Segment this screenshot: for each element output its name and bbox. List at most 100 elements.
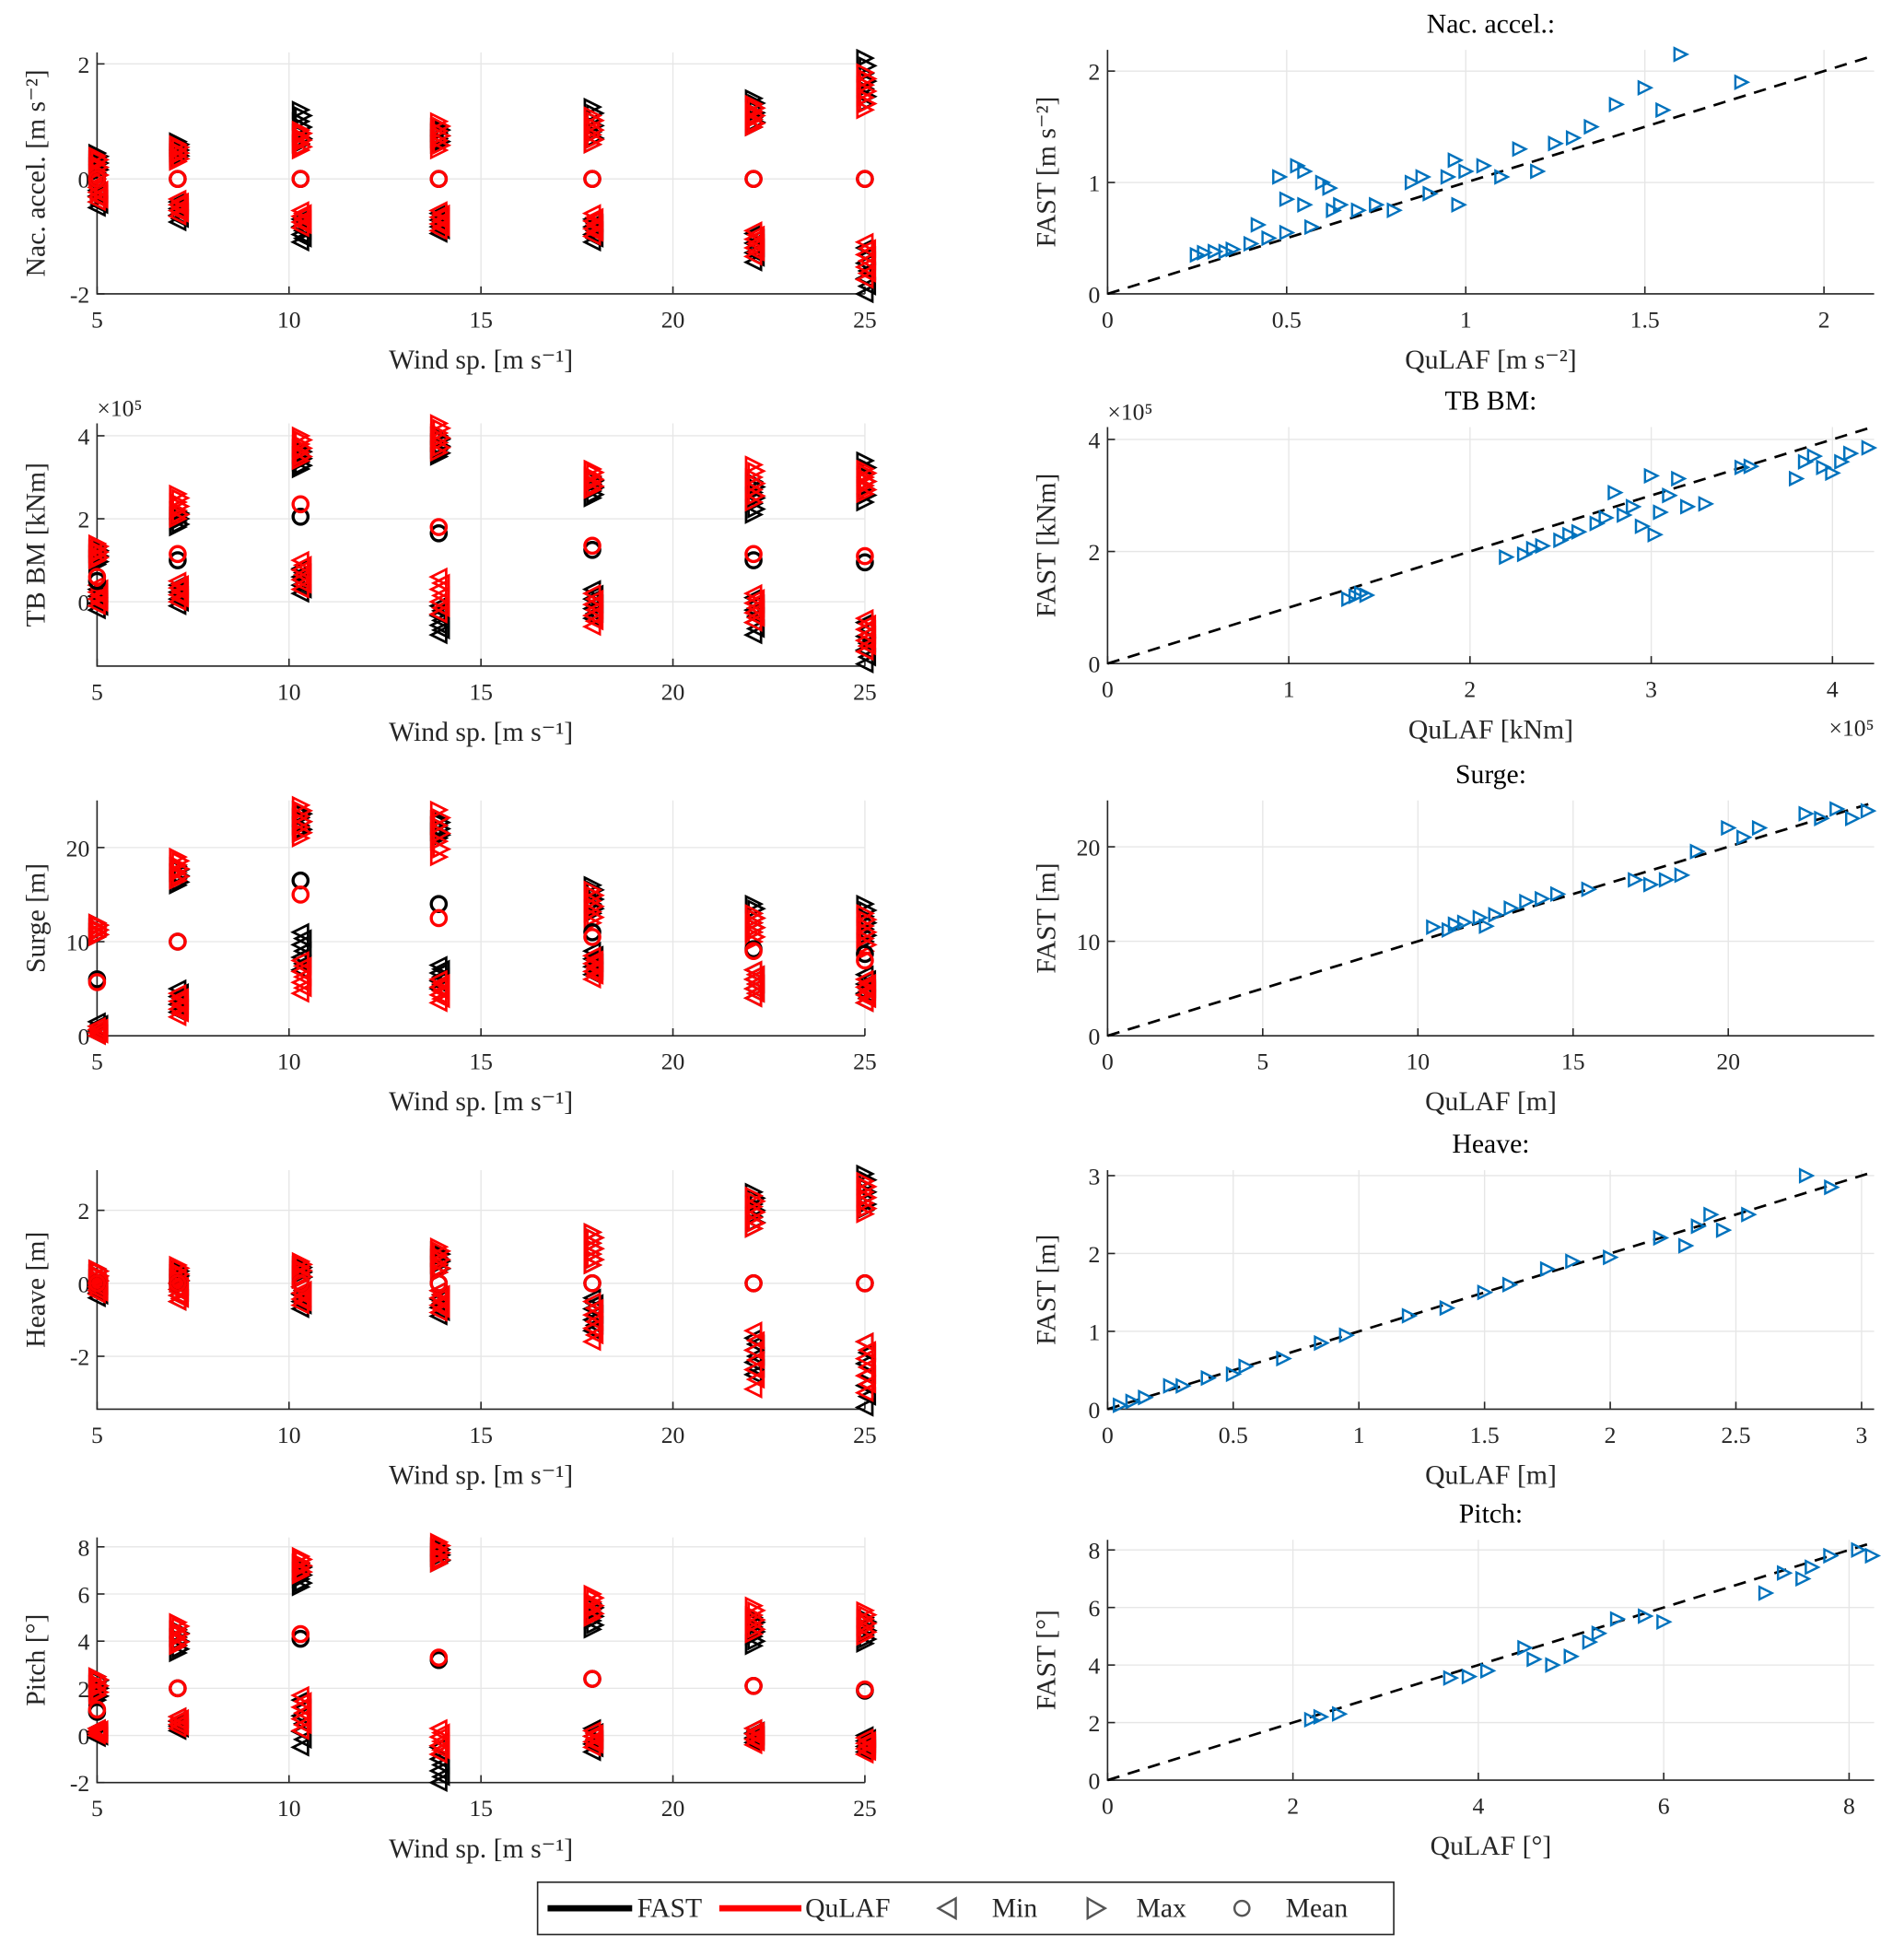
qulaf-max-marker: [856, 1193, 876, 1213]
qulaf-max-marker: [583, 902, 603, 921]
x-tick-label: 15: [469, 1795, 493, 1822]
qulaf-mean-marker: [744, 1677, 763, 1695]
qulaf-min-marker: [742, 969, 763, 990]
max-point-marker: [1860, 803, 1877, 819]
qulaf-mean-marker: [88, 973, 107, 991]
max-point-marker: [1530, 163, 1547, 180]
x-tick-label: 25: [853, 306, 877, 333]
right-panel-2: 0 5 10 15 20 0 10 20 QuLAF [m] FAST [m] Surge:: [1033, 760, 1877, 1117]
fast-min-marker: [854, 284, 874, 304]
max-point-marker: [1655, 101, 1672, 119]
max-point-marker: [1314, 1334, 1330, 1352]
qulaf-min-marker: [169, 988, 190, 1007]
qulaf-min-marker: [87, 1718, 106, 1739]
max-point-marker: [1276, 1350, 1292, 1367]
x-tick-label: 3: [1856, 1422, 1868, 1448]
y-tick-label: 10: [1077, 929, 1101, 955]
max-point-marker: [1439, 1299, 1456, 1317]
x-tick-label: 20: [661, 1795, 685, 1822]
max-point-marker: [1734, 74, 1751, 90]
max-point-marker: [1861, 439, 1878, 456]
max-point-marker: [1674, 867, 1691, 884]
y-tick-label: 0: [77, 1271, 89, 1297]
qulaf-min-marker: [854, 1331, 874, 1352]
qulaf-max-marker: [586, 120, 605, 140]
right-panel-1: 0 1 2 3 4 0 2 4 QuLAF [kNm] FAST [kNm] ×10⁵ ×10⁵ TB …: [1033, 387, 1878, 744]
max-point-marker: [1634, 518, 1652, 534]
qulaf-max-marker: [744, 913, 765, 932]
max-point-marker: [1662, 487, 1678, 504]
identity-line: [1106, 53, 1875, 296]
max-point-marker: [1359, 587, 1376, 604]
legend-max-label: Max: [1136, 1894, 1186, 1924]
max-point-marker: [1479, 1662, 1497, 1680]
qulaf-max-marker: [747, 1620, 766, 1639]
x-tick-label: 15: [469, 678, 493, 705]
max-point-marker: [1607, 484, 1624, 501]
y-tick-label: -2: [70, 1343, 89, 1370]
qulaf-max-marker: [88, 533, 108, 554]
qulaf-min-marker: [581, 583, 602, 604]
qulaf-max-marker: [744, 904, 765, 923]
max-point-marker: [1583, 118, 1600, 135]
qulaf-max-marker: [432, 839, 452, 859]
y-axis-label: FAST [°]: [1033, 1610, 1062, 1710]
qulaf-min-marker: [745, 608, 765, 627]
x-tick-label: 15: [469, 1422, 493, 1448]
qulaf-mean-marker: [429, 908, 449, 928]
max-point-marker: [1113, 1397, 1129, 1413]
qulaf-max-marker: [583, 125, 603, 145]
legend-mean-label: Mean: [1286, 1894, 1349, 1924]
qulaf-max-marker: [747, 98, 766, 118]
qulaf-max-marker: [90, 536, 111, 557]
fast-min-marker: [428, 955, 448, 975]
x-tick-label: 20: [661, 1422, 685, 1448]
identity-line: [1106, 1170, 1875, 1411]
qulaf-min-marker: [584, 1724, 604, 1743]
qulaf-max-marker: [429, 140, 450, 160]
y-tick-label: 0: [77, 590, 89, 616]
max-point-marker: [1451, 196, 1467, 213]
qulaf-min-marker: [581, 1721, 602, 1740]
fast-max-marker: [291, 100, 311, 120]
y-tick-label: 2: [77, 506, 89, 533]
qulaf-max-marker: [432, 824, 452, 843]
x-tick-label: 5: [91, 678, 103, 705]
x-tick-label: 10: [277, 1795, 301, 1822]
max-point-marker: [1333, 196, 1349, 213]
x-tick-label: 3: [1645, 676, 1657, 703]
y-tick-label: 0: [1088, 1024, 1100, 1050]
max-point-marker: [1447, 916, 1465, 932]
qulaf-min-marker: [428, 969, 448, 990]
max-point-marker: [1743, 458, 1760, 475]
max-point-marker: [1843, 445, 1860, 462]
qulaf-min-marker: [857, 973, 877, 993]
qulaf-max-marker: [583, 913, 603, 932]
max-point-marker: [1501, 1276, 1519, 1293]
qulaf-max-marker: [747, 1610, 766, 1630]
qulaf-max-marker: [583, 1223, 603, 1242]
qulaf-max-marker: [856, 63, 876, 83]
qulaf-min-marker: [292, 1703, 312, 1723]
fast-mean-marker: [856, 553, 874, 572]
max-point-marker: [1721, 819, 1737, 837]
max-point-marker: [1698, 496, 1715, 512]
axes-frame: [96, 52, 865, 295]
qulaf-min-marker: [430, 1723, 450, 1742]
qulaf-max-marker: [859, 463, 878, 483]
qulaf-mean-marker: [744, 545, 763, 564]
max-point-marker: [1519, 893, 1536, 910]
y-tick-label: -2: [70, 1770, 89, 1797]
fast-min-marker: [857, 1387, 877, 1406]
qulaf-max-marker: [429, 131, 450, 150]
y-axis-label: FAST [kNm]: [1033, 474, 1062, 618]
qulaf-mean-marker: [169, 545, 187, 564]
max-point-marker: [1565, 129, 1583, 146]
qulaf-min-marker: [169, 192, 190, 212]
y-tick-label: 20: [66, 835, 90, 861]
y-axis-label: TB BM [kNm]: [22, 463, 52, 627]
fast-max-marker: [744, 505, 765, 524]
y-axis-label: Heave [m]: [22, 1232, 52, 1348]
x-tick-label: 20: [661, 1049, 685, 1075]
max-point-marker: [1758, 1585, 1775, 1601]
